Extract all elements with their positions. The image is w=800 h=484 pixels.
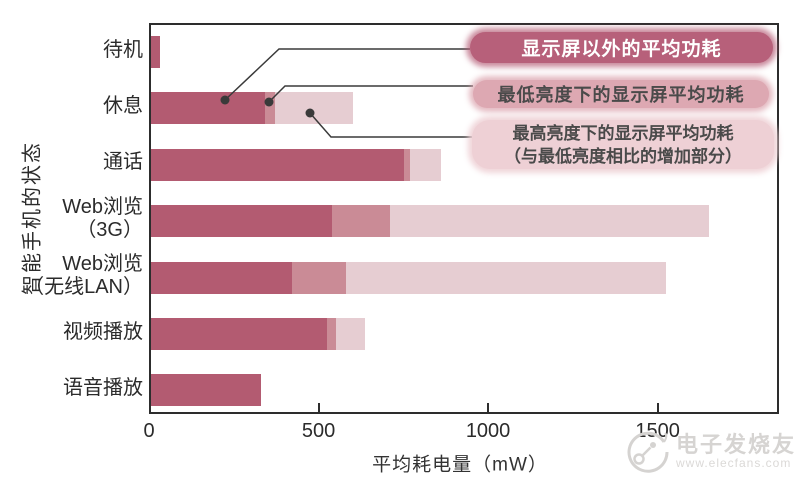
bar-segment-min-brightness bbox=[264, 92, 275, 125]
bar-row bbox=[151, 205, 709, 238]
legend-badge-max-brightness: 最高亮度下的显示屏平均功耗 （与最低亮度相比的增加部分） bbox=[472, 120, 774, 169]
bar-segment-base bbox=[151, 36, 161, 68]
category-label: 待机 bbox=[103, 38, 143, 61]
elecfans-logo-icon bbox=[627, 431, 669, 473]
bar-segment-max-brightness bbox=[274, 92, 353, 125]
bar-row bbox=[151, 318, 365, 350]
bar-segment-min-brightness bbox=[403, 148, 411, 181]
legend-badge-min-brightness: 最低亮度下的显示屏平均功耗 bbox=[473, 80, 769, 108]
x-tick-label: 500 bbox=[301, 420, 336, 442]
bar-row bbox=[151, 261, 667, 294]
bar-row bbox=[151, 92, 353, 125]
bar-row bbox=[151, 148, 441, 181]
bar-segment-max-brightness bbox=[390, 205, 709, 238]
legend-badge-min-brightness-label: 最低亮度下的显示屏平均功耗 bbox=[497, 85, 745, 105]
category-label: 语音播放 bbox=[63, 376, 143, 399]
bar-segment-max-brightness bbox=[345, 261, 667, 294]
legend-badge-max-brightness-line2: （与最低亮度相比的增加部分） bbox=[504, 146, 742, 166]
category-label: 通话 bbox=[103, 151, 143, 174]
watermark-brand: 电子发烧友 bbox=[675, 432, 796, 457]
category-label: 休息 bbox=[103, 94, 143, 117]
x-tick-mark bbox=[317, 403, 320, 412]
bar-segment-max-brightness bbox=[410, 148, 441, 181]
bar-segment-max-brightness bbox=[335, 318, 365, 350]
x-axis-title: 平均耗电量（mW） bbox=[372, 454, 548, 476]
y-axis-labels: 待机休息通话 Web浏览 （3G） Web浏览 （无线LAN） 视频播放语音播放 bbox=[0, 0, 143, 484]
bar-segment-base bbox=[151, 92, 265, 125]
bar-row bbox=[151, 36, 161, 68]
watermark: 电子发烧友 www.elecfans.com bbox=[624, 428, 796, 476]
x-tick-mark bbox=[487, 403, 490, 412]
x-tick-label: 1000 bbox=[465, 420, 511, 442]
bar-segment-base bbox=[151, 374, 262, 407]
bar-segment-base bbox=[151, 205, 333, 238]
x-tick-label: 1500 bbox=[635, 420, 680, 442]
watermark-url: www.elecfans.com bbox=[675, 456, 792, 470]
category-label: Web浏览 （无线LAN） bbox=[24, 252, 143, 298]
category-label: Web浏览 （3G） bbox=[62, 196, 143, 242]
bar-segment-min-brightness bbox=[291, 261, 346, 294]
category-label: 视频播放 bbox=[63, 320, 143, 343]
x-tick-mark bbox=[656, 403, 659, 412]
legend-badge-max-brightness-line1: 最高亮度下的显示屏平均功耗 bbox=[512, 123, 734, 143]
bar-segment-base bbox=[151, 261, 292, 294]
bar-row bbox=[151, 374, 262, 407]
x-tick-label: 0 bbox=[143, 420, 155, 442]
legend-badge-other-power-label: 显示屏以外的平均功耗 bbox=[521, 39, 722, 60]
legend-badge-other-power: 显示屏以外的平均功耗 bbox=[470, 32, 773, 63]
bar-segment-base bbox=[151, 148, 404, 181]
bar-segment-base bbox=[151, 318, 328, 350]
bar-segment-min-brightness bbox=[327, 318, 336, 350]
bar-segment-min-brightness bbox=[332, 205, 391, 238]
